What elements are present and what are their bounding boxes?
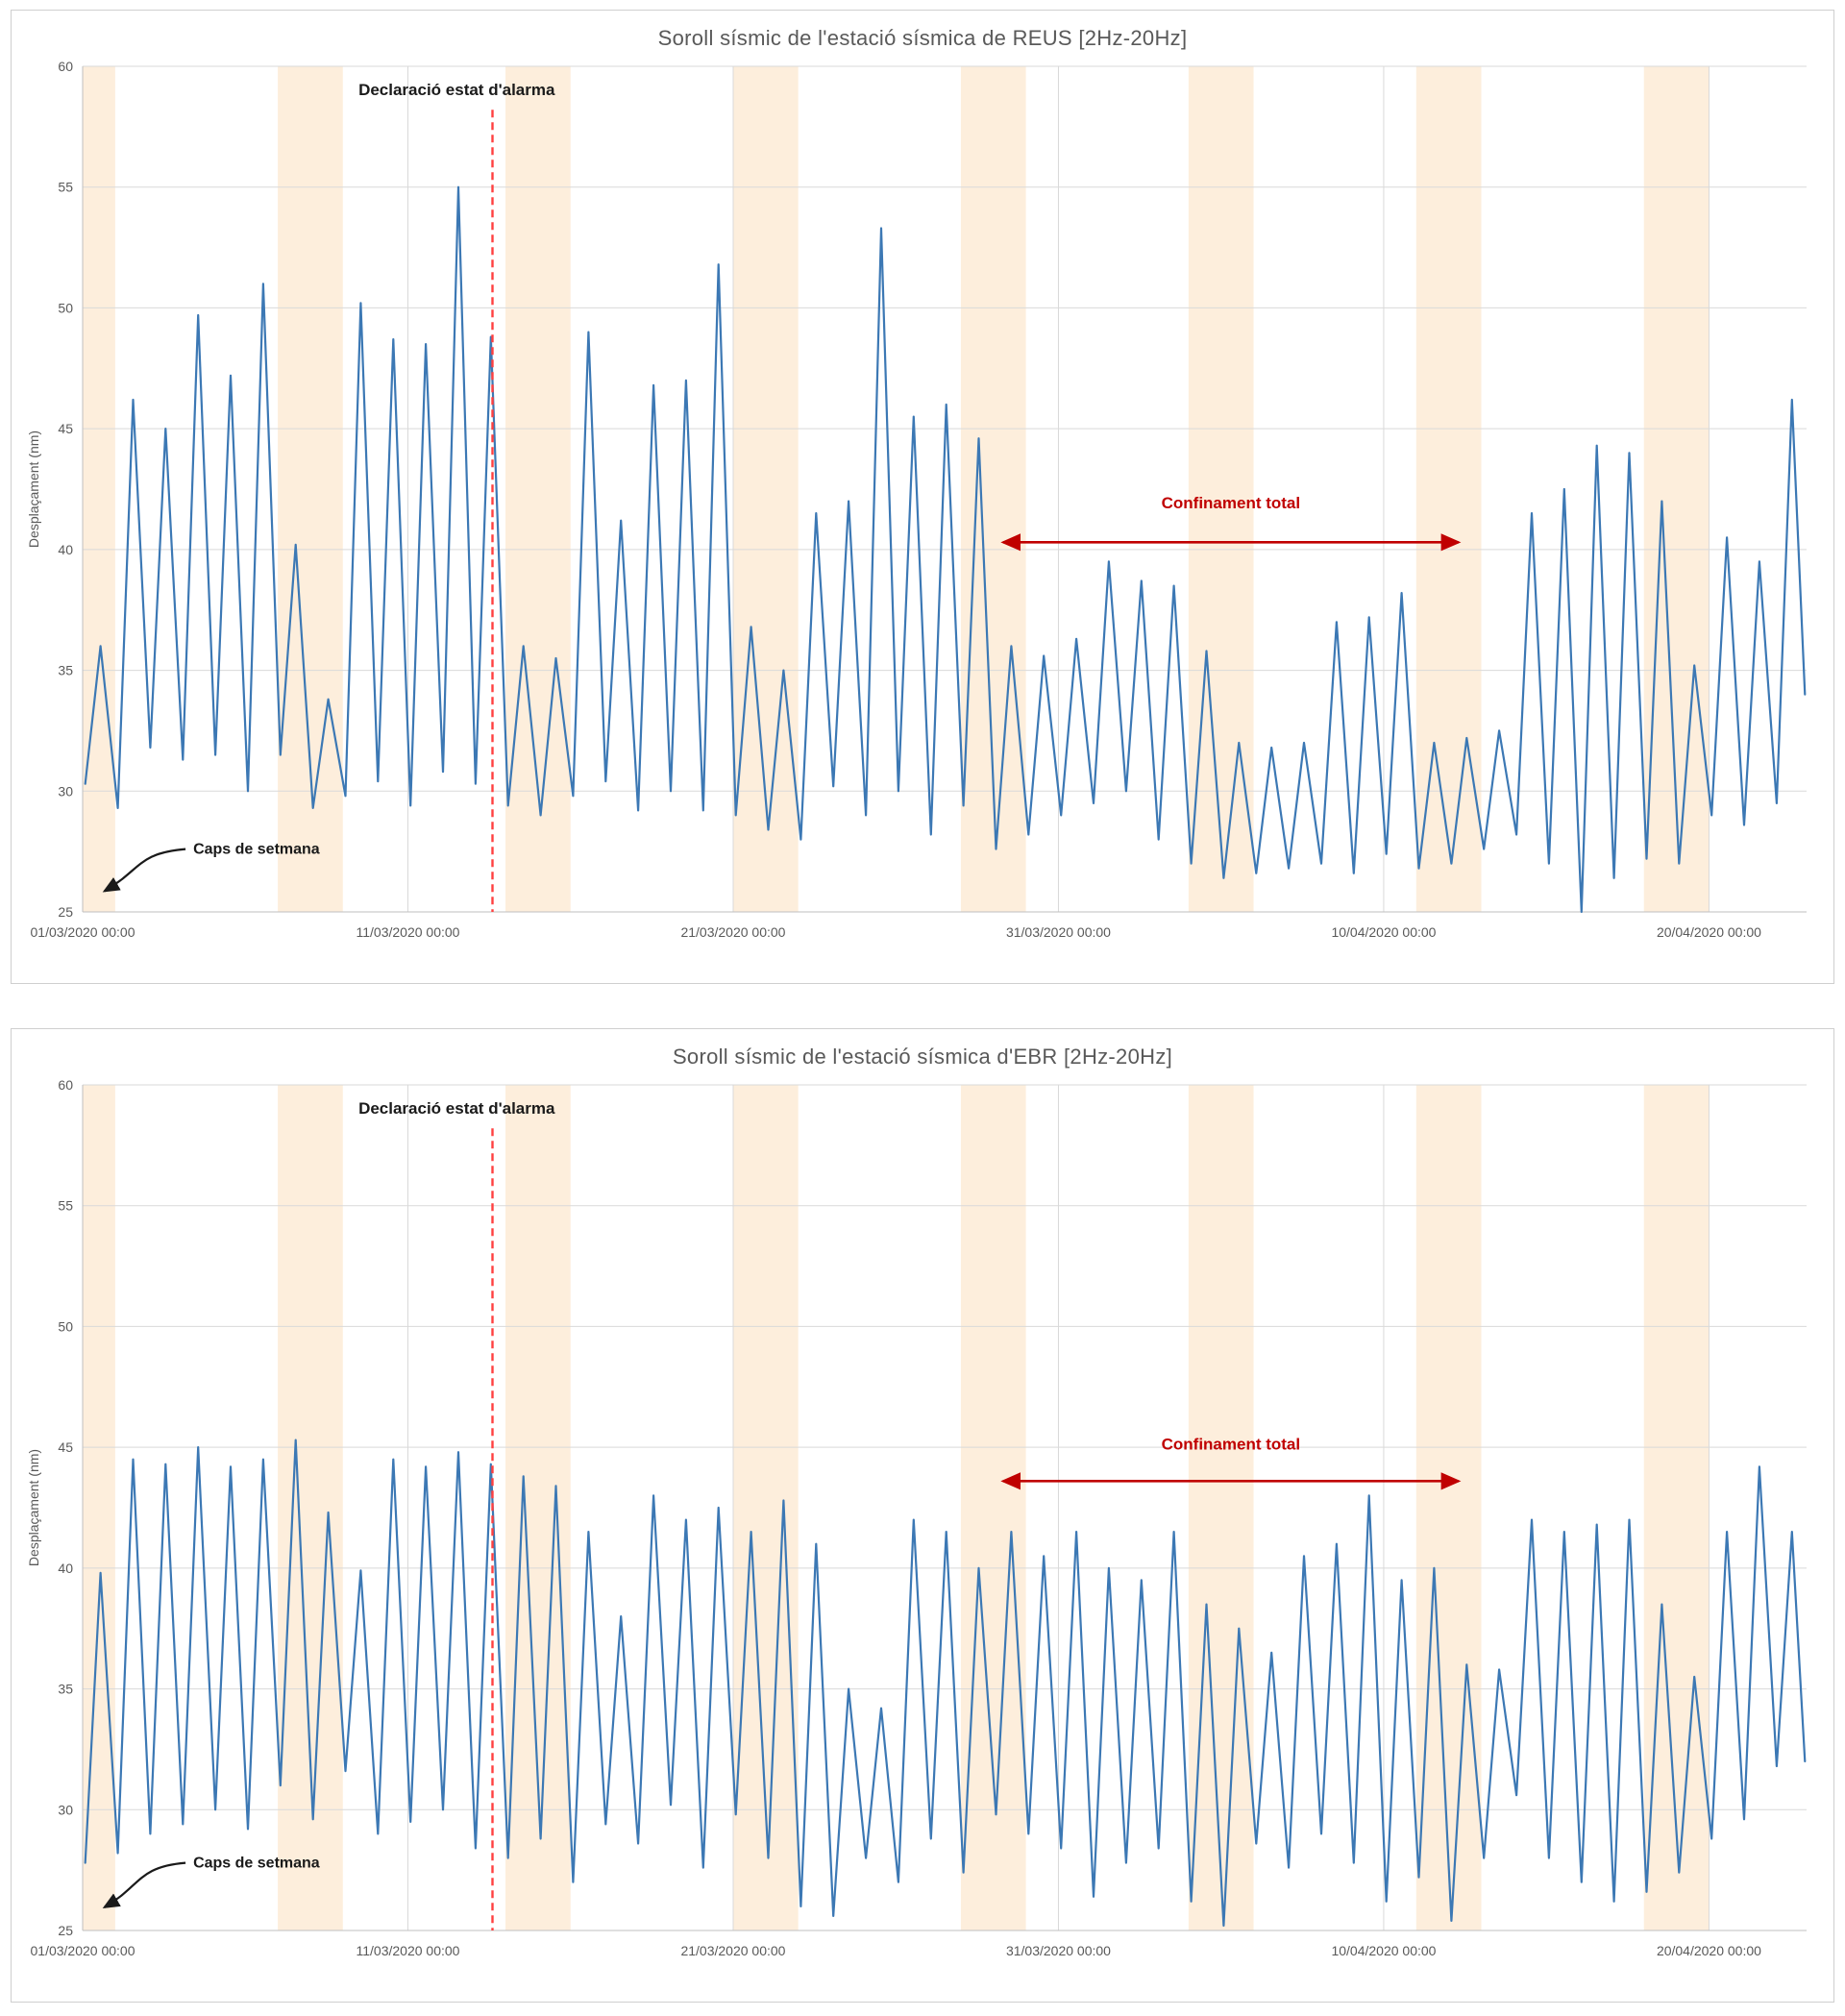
x-tick-label: 21/03/2020 00:00 (680, 924, 785, 940)
x-tick-label: 10/04/2020 00:00 (1331, 924, 1436, 940)
y-tick-label: 40 (58, 1561, 73, 1576)
weekend-band (1643, 66, 1710, 912)
x-tick-label: 31/03/2020 00:00 (1006, 924, 1111, 940)
annotation-weekend: Caps de setmana (193, 842, 320, 858)
weekend-band (732, 66, 799, 912)
y-tick-label: 45 (58, 421, 73, 436)
x-tick-label: 20/04/2020 00:00 (1657, 924, 1761, 940)
annotation-alarm: Declaració estat d'alarma (358, 81, 555, 99)
weekend-band (83, 66, 115, 912)
weekend-band (960, 1085, 1026, 1930)
chart-svg-ebr: 25 30 35 40 45 50 55 60 01/03/2020 00:00 11/03/20… (26, 1077, 1807, 1958)
annotation-confinement: Confinament total (1162, 494, 1301, 512)
annotation-alarm: Declaració estat d'alarma (358, 1099, 555, 1118)
y-tick-label: 50 (58, 300, 73, 315)
y-tick-label: 30 (58, 783, 73, 799)
x-tick-label: 21/03/2020 00:00 (680, 1943, 785, 1958)
y-tick-label: 60 (58, 1077, 73, 1093)
x-tick-label: 31/03/2020 00:00 (1006, 1943, 1111, 1958)
x-tick-label: 20/04/2020 00:00 (1657, 1943, 1761, 1958)
y-tick-label: 45 (58, 1439, 73, 1455)
chart-svg-reus: 25 30 35 40 45 50 55 60 01/03/2020 00:00 11/03/20… (26, 59, 1807, 940)
chart-panel-ebr: Soroll sísmic de l'estació sísmica d'EBR… (11, 1028, 1834, 2003)
weekend-band (278, 66, 343, 912)
weekend-band (505, 66, 571, 912)
weekend-arrow (102, 1861, 186, 1908)
weekend-arrow (102, 848, 186, 893)
x-tick-label: 11/03/2020 00:00 (357, 924, 460, 940)
annotation-confinement: Confinament total (1162, 1436, 1301, 1454)
y-tick-label: 60 (58, 59, 73, 74)
x-tick-label: 11/03/2020 00:00 (357, 1943, 460, 1958)
series-line (84, 185, 1807, 914)
weekend-band (278, 1085, 343, 1930)
y-tick-label: 25 (58, 1923, 73, 1938)
weekend-band (1415, 1085, 1482, 1930)
x-tick-label: 10/04/2020 00:00 (1331, 1943, 1436, 1958)
y-tick-label: 55 (58, 180, 73, 195)
y-tick-label: 35 (58, 1682, 73, 1697)
chart-title-reus: Soroll sísmic de l'estació sísmica de RE… (657, 26, 1188, 50)
chart-panel-reus: Soroll sísmic de l'estació sísmica de RE… (11, 10, 1834, 984)
annotation-weekend: Caps de setmana (193, 1856, 320, 1872)
y-tick-label: 40 (58, 542, 73, 557)
chart-title-ebr: Soroll sísmic de l'estació sísmica d'EBR… (672, 1045, 1173, 1069)
weekend-band (1643, 1085, 1710, 1930)
weekend-band (1415, 66, 1482, 912)
x-tick-label: 01/03/2020 00:00 (31, 924, 135, 940)
y-tick-label: 55 (58, 1198, 73, 1214)
y-tick-label: 30 (58, 1802, 73, 1817)
y-tick-label: 25 (58, 904, 73, 920)
series-line (84, 1438, 1807, 1928)
y-axis-title: Desplaçament (nm) (26, 430, 41, 548)
y-axis-title: Desplaçament (nm) (26, 1449, 41, 1566)
x-tick-label: 01/03/2020 00:00 (31, 1943, 135, 1958)
weekend-band (1188, 1085, 1254, 1930)
y-tick-label: 50 (58, 1318, 73, 1334)
y-tick-label: 35 (58, 663, 73, 678)
